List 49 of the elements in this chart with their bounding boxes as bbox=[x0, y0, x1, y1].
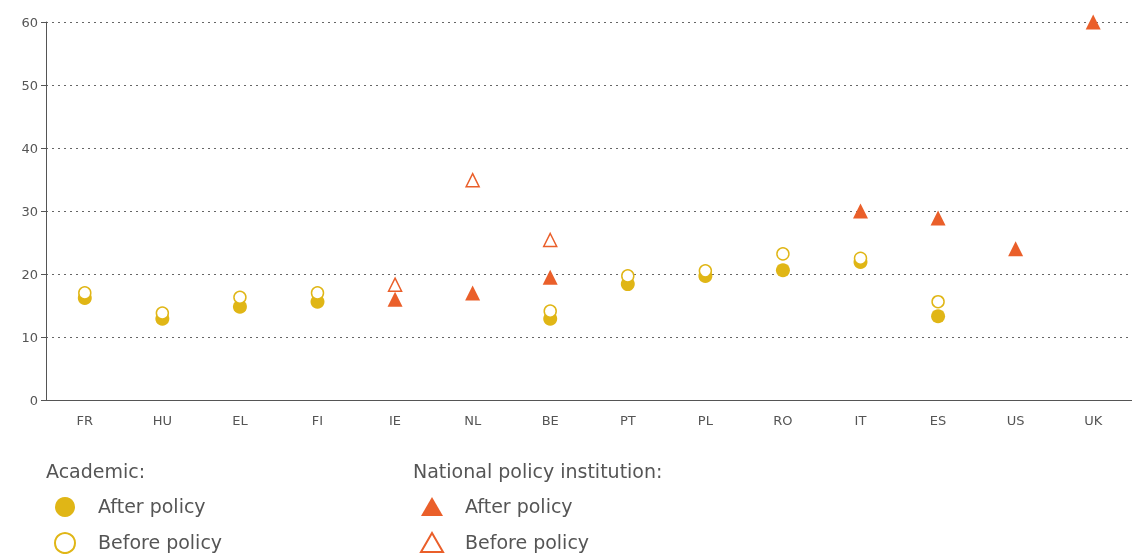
legend-label: Before policy bbox=[98, 530, 223, 553]
point bbox=[542, 232, 558, 248]
point bbox=[155, 306, 170, 320]
point bbox=[1085, 14, 1101, 30]
x-tick-label: ES bbox=[929, 413, 947, 428]
point bbox=[387, 291, 403, 307]
point bbox=[621, 269, 635, 283]
x-tick-label: FR bbox=[76, 413, 94, 428]
point bbox=[465, 285, 481, 301]
text: Academic: bbox=[46, 459, 146, 482]
y-tick-label: 50 bbox=[21, 77, 38, 93]
x-tick-label: EL bbox=[232, 413, 249, 428]
point bbox=[542, 269, 558, 285]
y-tick-label: 10 bbox=[21, 329, 38, 345]
legend-label: After policy bbox=[465, 494, 573, 517]
x-tick-label: UK bbox=[1084, 413, 1103, 428]
x-tick-label: RO bbox=[773, 413, 793, 428]
text: National policy institution: bbox=[413, 459, 663, 482]
x-tick-label: US bbox=[1006, 413, 1025, 428]
point bbox=[853, 251, 868, 265]
point bbox=[310, 286, 325, 300]
x-tick-label: PT bbox=[619, 413, 636, 428]
x-tick-label: HU bbox=[152, 413, 173, 428]
point bbox=[931, 309, 946, 324]
point bbox=[543, 304, 557, 318]
y-tick-label: 40 bbox=[21, 140, 38, 156]
point bbox=[930, 210, 946, 226]
point bbox=[78, 286, 92, 300]
y-tick-label: 20 bbox=[21, 266, 38, 282]
point bbox=[1008, 241, 1024, 257]
legend-label: Before policy bbox=[465, 530, 590, 553]
legend-label: After policy bbox=[98, 494, 206, 517]
x-tick-label: PL bbox=[697, 413, 714, 428]
point bbox=[387, 277, 403, 292]
point bbox=[776, 247, 790, 261]
y-tick-label: 0 bbox=[29, 392, 38, 408]
x-tick-label: IE bbox=[389, 413, 402, 428]
y-tick-label: 60 bbox=[21, 14, 38, 30]
x-tick-label: FI bbox=[311, 413, 324, 428]
y-tick-label: 30 bbox=[21, 203, 38, 219]
x-tick-label: BE bbox=[541, 413, 559, 428]
point bbox=[853, 203, 868, 219]
point bbox=[775, 263, 790, 278]
point bbox=[931, 294, 945, 309]
x-tick-label: IT bbox=[854, 413, 867, 428]
point bbox=[465, 172, 480, 188]
point bbox=[233, 290, 247, 305]
x-tick-label: NL bbox=[464, 413, 482, 428]
point bbox=[698, 264, 713, 278]
